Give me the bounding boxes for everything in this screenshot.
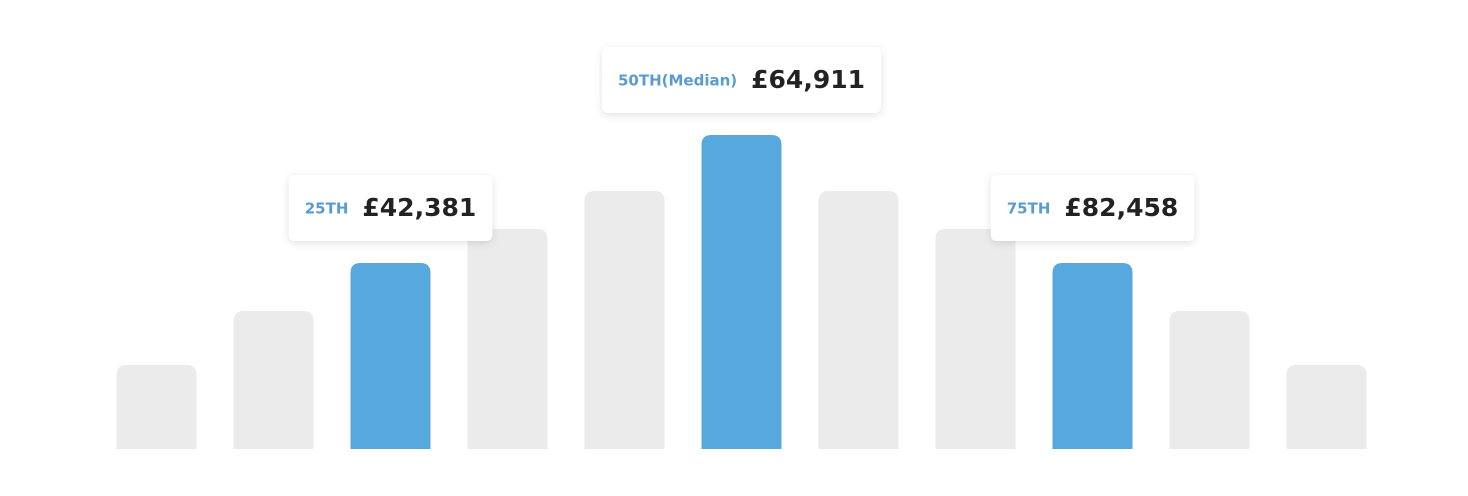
callout: 50TH(Median) £64,911 [601,47,882,113]
bar [935,229,1016,449]
callout-box [601,47,882,113]
salary-label: £64,911 [751,65,865,94]
bar [701,135,782,449]
bar [116,365,197,449]
callout: 75TH £82,458 [990,175,1195,241]
percentile-label: 75TH [1007,200,1051,218]
bar [350,263,431,449]
bar [584,191,665,449]
salary-label: £42,381 [362,193,476,222]
bar [467,229,548,449]
callout-box [288,175,493,241]
bar [233,311,314,449]
percentile-label: 25TH [305,200,349,218]
percentile-label: 50TH(Median) [618,72,737,90]
bar [1052,263,1133,449]
callout-box [990,175,1195,241]
callout: 25TH £42,381 [288,175,493,241]
bar [1169,311,1250,449]
salary-label: £82,458 [1064,193,1178,222]
bar [818,191,899,449]
bar [1286,365,1367,449]
